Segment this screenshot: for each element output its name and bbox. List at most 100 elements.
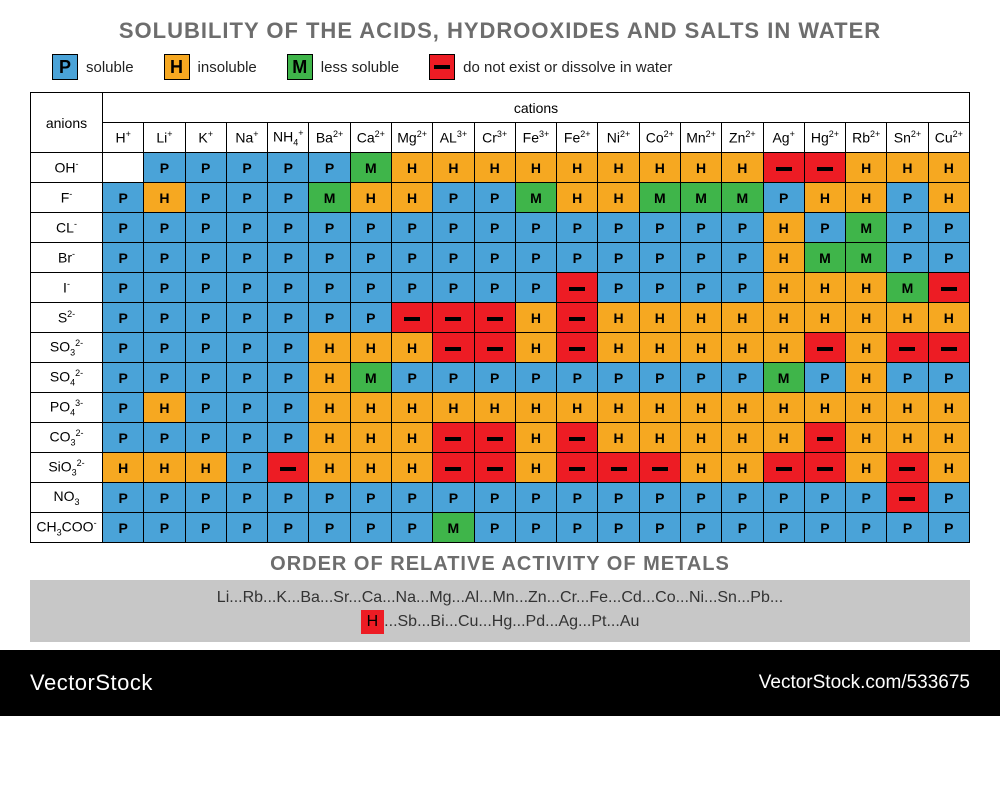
solubility-cell: P	[433, 483, 474, 513]
solubility-cell: P	[226, 303, 267, 333]
solubility-cell: P	[268, 153, 309, 183]
solubility-cell: H	[722, 153, 763, 183]
solubility-cell: H	[433, 153, 474, 183]
legend-label: less soluble	[321, 59, 399, 76]
solubility-cell: H	[350, 423, 391, 453]
solubility-cell: P	[226, 153, 267, 183]
solubility-cell: H	[722, 423, 763, 453]
solubility-cell: H	[515, 333, 556, 363]
solubility-cell: H	[639, 303, 680, 333]
solubility-cell: H	[557, 153, 598, 183]
solubility-cell	[474, 453, 515, 483]
solubility-cell: P	[350, 303, 391, 333]
solubility-cell: P	[226, 333, 267, 363]
solubility-cell: P	[268, 513, 309, 543]
solubility-cell: P	[309, 243, 350, 273]
activity-hydrogen-mark: H	[361, 610, 385, 634]
solubility-cell: H	[722, 393, 763, 423]
solubility-cell: H	[515, 423, 556, 453]
solubility-cell: H	[144, 453, 185, 483]
solubility-cell: H	[928, 183, 969, 213]
solubility-cell	[474, 423, 515, 453]
solubility-cell: P	[309, 153, 350, 183]
anion-header-cell: NO3	[31, 483, 103, 513]
anion-header-cell: S2-	[31, 303, 103, 333]
solubility-cell	[474, 333, 515, 363]
legend-swatch: P	[52, 54, 78, 80]
solubility-cell	[804, 453, 845, 483]
legend-item: do not exist or dissolve in water	[429, 54, 672, 80]
solubility-cell: P	[598, 483, 639, 513]
solubility-cell: M	[887, 273, 928, 303]
solubility-cell: P	[185, 153, 226, 183]
solubility-cell	[557, 453, 598, 483]
solubility-cell: P	[804, 213, 845, 243]
solubility-cell: P	[268, 393, 309, 423]
solubility-cell: H	[639, 333, 680, 363]
solubility-cell: H	[391, 423, 432, 453]
solubility-cell: P	[680, 243, 721, 273]
solubility-cell: M	[350, 153, 391, 183]
solubility-cell: H	[928, 153, 969, 183]
solubility-cell: P	[309, 483, 350, 513]
solubility-cell: H	[680, 423, 721, 453]
solubility-cell: H	[598, 153, 639, 183]
solubility-cell: H	[185, 453, 226, 483]
solubility-cell: P	[639, 243, 680, 273]
footer-brand: VectorStock	[30, 670, 153, 696]
solubility-cell: P	[722, 243, 763, 273]
solubility-cell: P	[557, 213, 598, 243]
solubility-cell: H	[598, 303, 639, 333]
solubility-cell: P	[103, 363, 144, 393]
page-title: SOLUBILITY OF THE ACIDS, HYDROOXIDES AND…	[30, 18, 970, 44]
anion-header-cell: OH-	[31, 153, 103, 183]
solubility-cell: P	[474, 213, 515, 243]
solubility-cell: H	[846, 453, 887, 483]
solubility-cell	[639, 453, 680, 483]
cation-header-cell: Mn2+	[680, 123, 721, 153]
anion-header-cell: SO42-	[31, 363, 103, 393]
solubility-cell: H	[846, 333, 887, 363]
solubility-cell: P	[887, 213, 928, 243]
solubility-cell: P	[515, 273, 556, 303]
solubility-cell: H	[639, 393, 680, 423]
solubility-cell: P	[103, 243, 144, 273]
solubility-cell: H	[639, 153, 680, 183]
solubility-cell: H	[391, 393, 432, 423]
solubility-cell: P	[144, 153, 185, 183]
solubility-cell: H	[474, 393, 515, 423]
legend-item: Hinsoluble	[164, 54, 257, 80]
solubility-cell: P	[887, 513, 928, 543]
solubility-cell: P	[226, 183, 267, 213]
solubility-cell: H	[928, 303, 969, 333]
solubility-cell: H	[887, 423, 928, 453]
cation-header-cell: Rb2+	[846, 123, 887, 153]
solubility-cell: P	[598, 243, 639, 273]
solubility-cell: P	[928, 483, 969, 513]
solubility-cell: P	[226, 453, 267, 483]
solubility-table: anions cations H+Li+K+Na+NH4+Ba2+Ca2+Mg2…	[30, 92, 970, 543]
solubility-cell: P	[226, 423, 267, 453]
solubility-cell: P	[557, 483, 598, 513]
solubility-cell: P	[391, 483, 432, 513]
solubility-cell: H	[763, 393, 804, 423]
solubility-cell: H	[763, 243, 804, 273]
solubility-cell: H	[928, 393, 969, 423]
solubility-cell: H	[144, 393, 185, 423]
solubility-cell: M	[722, 183, 763, 213]
solubility-cell: H	[804, 393, 845, 423]
solubility-cell: M	[846, 213, 887, 243]
cation-header-cell: Co2+	[639, 123, 680, 153]
solubility-cell: P	[846, 513, 887, 543]
solubility-cell: M	[680, 183, 721, 213]
solubility-cell: P	[515, 213, 556, 243]
solubility-cell: H	[598, 333, 639, 363]
solubility-cell: P	[268, 243, 309, 273]
solubility-cell: H	[846, 393, 887, 423]
solubility-cell: H	[598, 393, 639, 423]
solubility-cell: P	[103, 273, 144, 303]
solubility-cell: P	[185, 273, 226, 303]
solubility-cell: P	[804, 483, 845, 513]
solubility-cell: H	[928, 453, 969, 483]
solubility-cell: P	[598, 363, 639, 393]
